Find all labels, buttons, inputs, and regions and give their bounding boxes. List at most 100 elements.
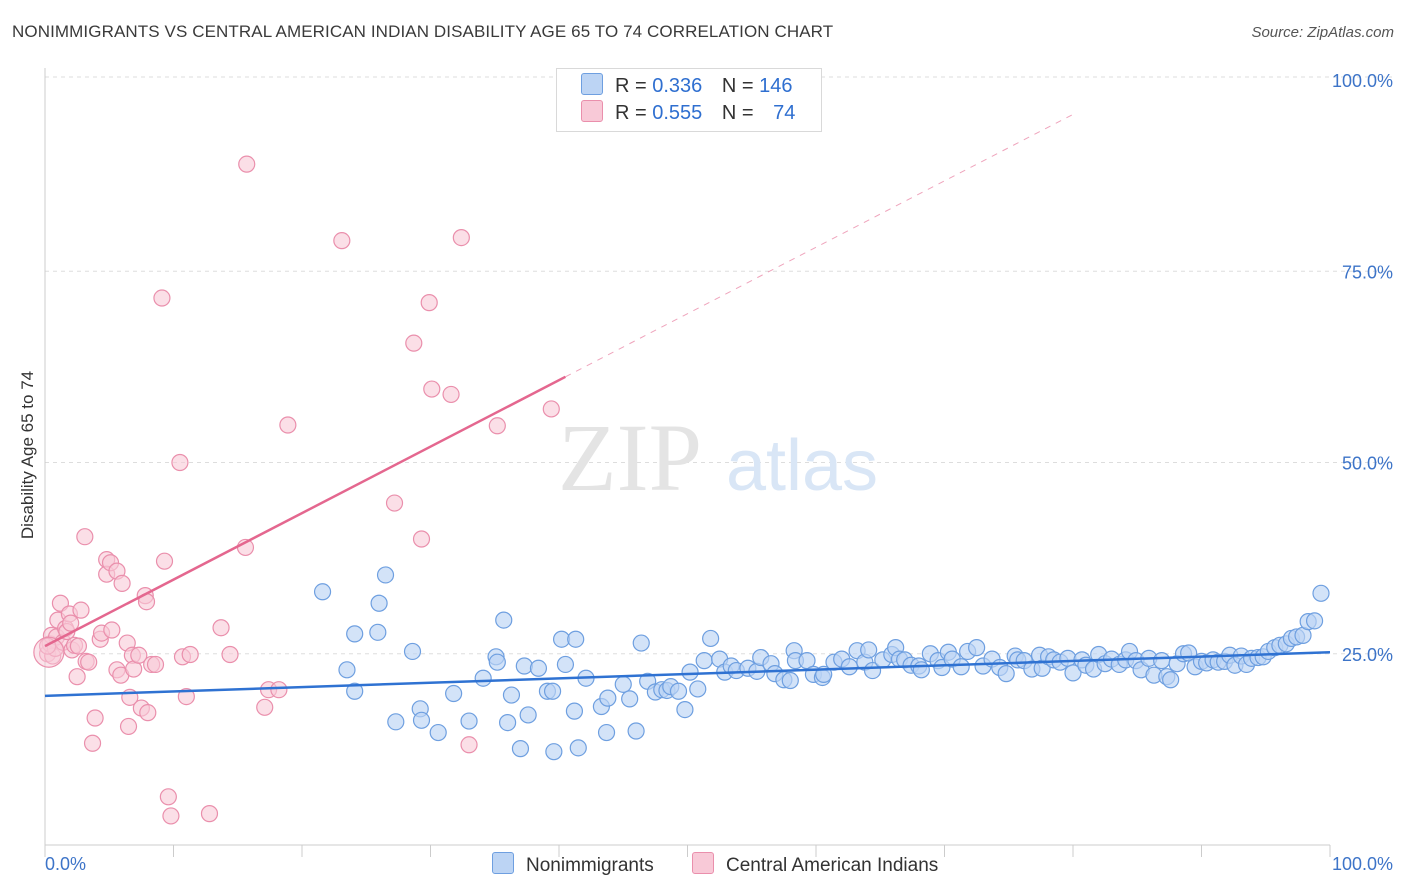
data-point-central-american-indians (153, 289, 171, 307)
data-point-nonimmigrants (313, 583, 332, 601)
trend-line-central-american-indians-extension (565, 113, 1074, 378)
data-point-central-american-indians (452, 228, 470, 247)
data-point-nonimmigrants (565, 702, 584, 720)
y-axis-title: Disability Age 65 to 74 (18, 371, 37, 539)
data-point-central-american-indians (270, 681, 288, 699)
data-point-nonimmigrants (695, 652, 713, 670)
data-point-nonimmigrants (488, 653, 506, 671)
legend-n-label: N = (721, 75, 754, 97)
data-point-central-american-indians (488, 417, 506, 435)
data-point-central-american-indians (200, 805, 219, 823)
data-point-nonimmigrants (952, 658, 970, 676)
data-point-nonimmigrants (495, 611, 513, 629)
data-point-central-american-indians (80, 653, 98, 671)
legend-r-value: 0.555 (652, 102, 703, 124)
data-point-nonimmigrants (676, 700, 694, 719)
watermark: ZIP atlas (558, 404, 878, 511)
data-point-nonimmigrants (912, 661, 930, 679)
data-point-nonimmigrants (369, 623, 387, 641)
y-tick-label: 100.0% (1332, 71, 1393, 91)
data-point-central-american-indians (177, 687, 195, 706)
legend: R = 0.336 N = 146 R = 0.555 N = 74 (556, 68, 822, 132)
data-point-nonimmigrants (597, 723, 616, 742)
data-point-nonimmigrants (346, 682, 364, 700)
data-point-central-american-indians (171, 453, 189, 472)
bottom-legend-central-american-indians: Central American Indians (692, 852, 938, 877)
data-point-nonimmigrants (569, 739, 587, 757)
legend-swatch-pink (581, 100, 603, 122)
legend-r-value: 0.336 (652, 75, 703, 97)
data-point-central-american-indians-cluster (33, 636, 65, 668)
data-point-central-american-indians (423, 380, 441, 398)
data-point-central-american-indians (68, 668, 86, 686)
data-point-central-american-indians (460, 736, 478, 754)
data-point-central-american-indians (279, 416, 297, 434)
data-point-central-american-indians (103, 621, 121, 639)
x-tick-label: 0.0% (45, 854, 86, 874)
data-point-nonimmigrants (429, 723, 447, 742)
data-point-nonimmigrants (689, 680, 707, 698)
data-point-central-american-indians (130, 646, 148, 664)
data-point-nonimmigrants (840, 658, 859, 676)
data-point-nonimmigrants (346, 625, 364, 643)
legend-n-value: 74 (773, 102, 796, 124)
trend-line-central-american-indians (44, 375, 566, 648)
data-point-central-american-indians (221, 645, 239, 664)
legend-row-nonimmigrants: R = 0.336 N = 146 (581, 73, 793, 99)
data-point-central-american-indians (412, 530, 431, 548)
data-point-central-american-indians (385, 494, 404, 512)
data-point-central-american-indians (86, 709, 104, 727)
data-point-central-american-indians (333, 232, 351, 250)
data-point-nonimmigrants (412, 711, 431, 729)
legend-r-label: R = (615, 75, 647, 97)
data-point-nonimmigrants (460, 712, 478, 730)
data-point-nonimmigrants (1064, 664, 1082, 682)
data-point-central-american-indians (542, 400, 560, 418)
data-point-central-american-indians (76, 528, 94, 546)
data-point-nonimmigrants (1305, 612, 1324, 630)
watermark-atlas: atlas (726, 426, 878, 506)
data-point-nonimmigrants (387, 713, 405, 731)
data-point-nonimmigrants (681, 663, 699, 681)
data-point-nonimmigrants (545, 743, 563, 761)
data-point-central-american-indians (405, 334, 423, 352)
data-point-nonimmigrants (474, 669, 492, 687)
data-point-central-american-indians (155, 552, 174, 570)
data-point-nonimmigrants (781, 671, 799, 690)
data-point-central-american-indians (238, 155, 256, 173)
y-tick-label: 75.0% (1342, 262, 1393, 282)
bottom-legend-nonimmigrants: Nonimmigrants (492, 852, 654, 877)
data-point-nonimmigrants (515, 657, 533, 675)
data-point-central-american-indians (83, 734, 102, 752)
bottom-legend-swatch-blue (492, 852, 514, 874)
trend-line-nonimmigrants (44, 650, 1331, 698)
bottom-legend-swatch-pink (692, 852, 714, 874)
series-central-american-indians (33, 155, 560, 825)
data-point-nonimmigrants (511, 740, 530, 758)
axis-labels: 25.0% 50.0% 75.0% 100.0% 0.0% 100.0% Disabilit… (18, 71, 1393, 874)
data-point-nonimmigrants (543, 682, 562, 700)
data-point-central-american-indians (62, 614, 80, 632)
data-point-nonimmigrants (502, 686, 521, 704)
data-point-nonimmigrants (1162, 671, 1180, 689)
data-point-central-american-indians (212, 619, 230, 637)
data-point-central-american-indians (162, 807, 180, 825)
data-point-nonimmigrants (567, 630, 585, 648)
series-nonimmigrants (313, 566, 1330, 761)
data-point-nonimmigrants (632, 634, 650, 652)
data-point-nonimmigrants (599, 689, 617, 707)
data-point-nonimmigrants (519, 706, 537, 724)
data-point-nonimmigrants (338, 661, 356, 679)
bottom-legend-label: Nonimmigrants (526, 855, 654, 876)
data-point-nonimmigrants (556, 655, 575, 674)
data-point-nonimmigrants (968, 639, 986, 657)
data-point-central-american-indians (146, 655, 165, 674)
data-point-central-american-indians (119, 717, 138, 736)
trend-lines (44, 113, 1331, 698)
data-point-nonimmigrants (499, 713, 517, 732)
data-point-nonimmigrants (529, 659, 548, 677)
bottom-legend-label: Central American Indians (726, 855, 939, 876)
data-point-nonimmigrants (445, 684, 463, 703)
data-point-nonimmigrants (1059, 649, 1077, 667)
